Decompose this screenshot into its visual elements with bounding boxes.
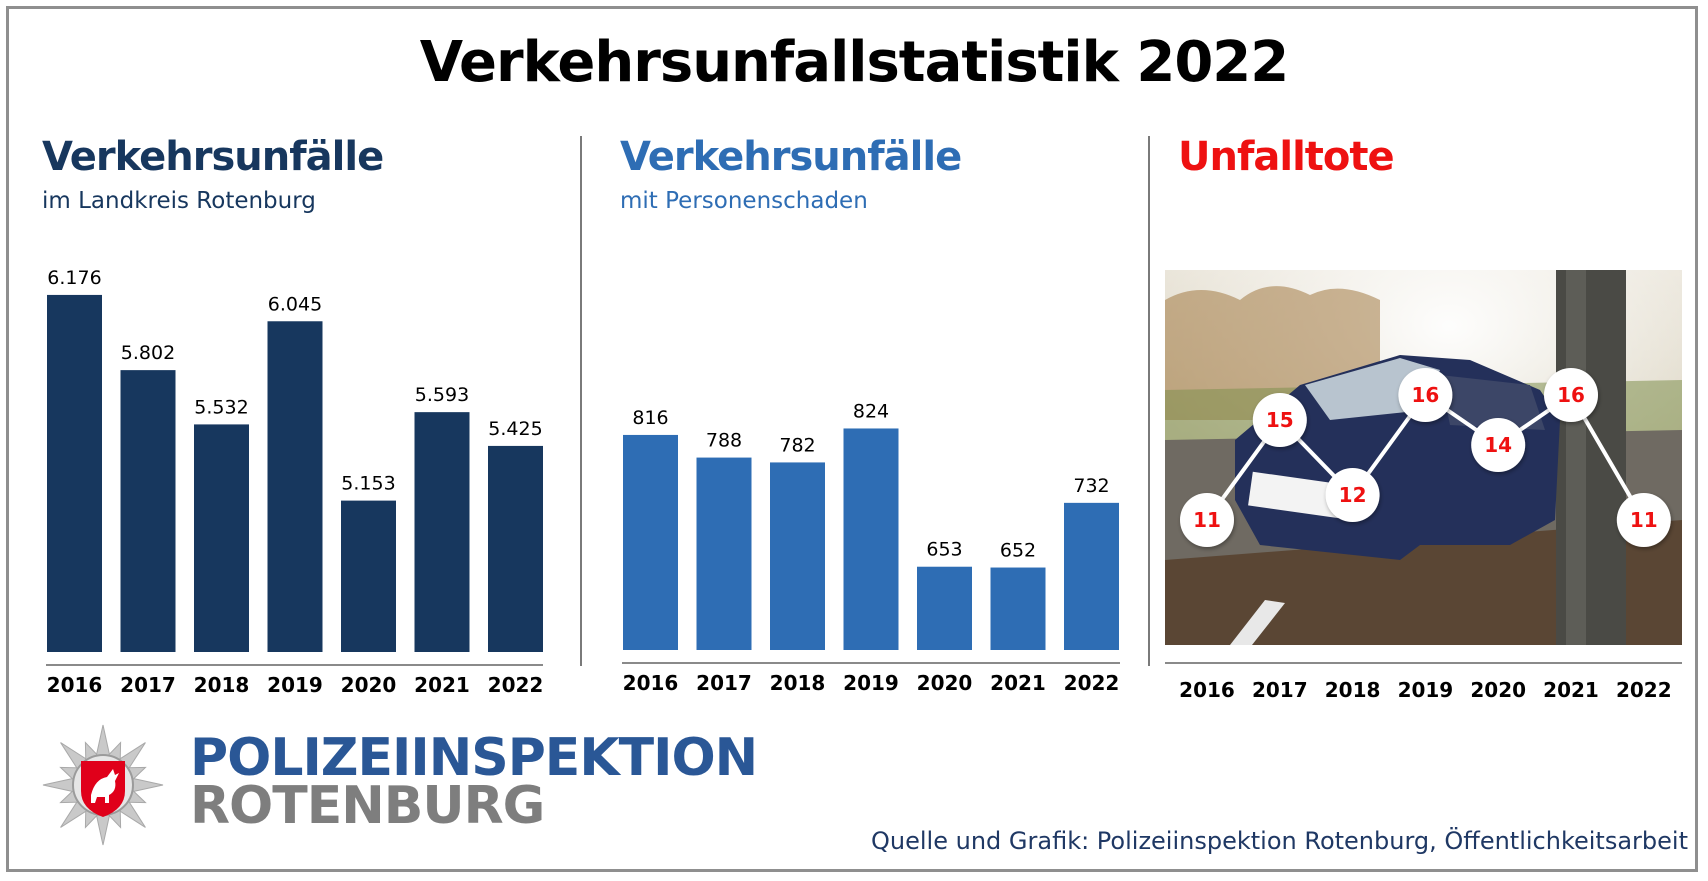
chart2-title: Verkehrsunfälle <box>620 134 962 180</box>
chart1-value-label: 5.532 <box>194 396 248 418</box>
chart2-value-label: 816 <box>632 407 668 429</box>
divider-right <box>1148 136 1150 666</box>
chart3-point-2018 <box>1325 468 1380 522</box>
chart2-value-label: 788 <box>706 430 742 452</box>
chart3-x-tick-label: 2017 <box>1252 678 1308 702</box>
chart1-x-tick-label: 2016 <box>47 673 103 697</box>
chart3-title: Unfalltote <box>1178 134 1395 180</box>
chart2-x-tick-label: 2020 <box>917 671 973 695</box>
chart2-x-tick-label: 2016 <box>623 671 679 695</box>
chart3-line: 11 2016 15 2017 12 2018 16 2019 14 2020 16 2021 11 20… <box>1165 368 1682 702</box>
chart3-x-tick-label: 2016 <box>1179 678 1235 702</box>
chart3-value-label: 16 <box>1411 383 1439 407</box>
chart1-value-label: 5.153 <box>341 473 395 495</box>
chart3-point-2020 <box>1471 418 1526 472</box>
chart3-point-2022 <box>1616 493 1671 547</box>
chart2-bar-2016 <box>623 434 678 650</box>
chart1-x-tick-label: 2020 <box>341 673 397 697</box>
chart2-bar-2018 <box>770 462 825 650</box>
chart3-point-2021 <box>1544 368 1598 422</box>
chart1-value-label: 5.425 <box>488 418 542 440</box>
chart2-bar-2022 <box>1064 502 1119 650</box>
chart2-bar-2017 <box>696 457 752 650</box>
chart1-bar-2022 <box>488 445 543 652</box>
chart2-value-label: 824 <box>853 400 889 422</box>
chart1-subtitle: im Landkreis Rotenburg <box>42 188 316 214</box>
chart1-title: Verkehrsunfälle <box>42 134 384 180</box>
chart2-x-tick-label: 2022 <box>1064 671 1120 695</box>
chart3-value-label: 15 <box>1266 408 1294 432</box>
chart1-x-tick-label: 2019 <box>267 673 323 697</box>
chart2-value-label: 653 <box>926 539 962 561</box>
chart1-bar-2020 <box>341 500 396 652</box>
chart2-bar-2019 <box>843 428 899 650</box>
chart2-subtitle: mit Personenschaden <box>620 188 868 214</box>
page-title: Verkehrsunfallstatistik 2022 <box>419 30 1289 95</box>
source-note: Quelle und Grafik: Polizeiinspektion Rot… <box>871 827 1688 855</box>
chart3-point-2017 <box>1252 393 1307 447</box>
chart1-value-label: 5.802 <box>121 342 175 364</box>
logo-text-polizeiinspektion: POLIZEIINSPEKTION <box>190 728 758 788</box>
chart2-bar-2020 <box>917 566 972 650</box>
chart1-x-tick-label: 2022 <box>488 673 544 697</box>
chart1-bar-2019 <box>267 321 323 652</box>
chart3-x-tick-label: 2019 <box>1398 678 1454 702</box>
chart1-value-label: 5.593 <box>415 384 469 406</box>
chart3-value-label: 11 <box>1193 508 1221 532</box>
chart3-point-2016 <box>1180 493 1234 547</box>
chart2-bars: 816 2016 788 2017 782 2018 824 2019 653 2020 652 20… <box>622 400 1120 695</box>
chart1-bar-2016 <box>47 294 102 652</box>
chart2-x-tick-label: 2019 <box>843 671 899 695</box>
chart3-value-label: 12 <box>1339 483 1367 507</box>
chart2-value-label: 732 <box>1073 475 1109 497</box>
chart3-point-2019 <box>1398 368 1453 422</box>
chart3-value-label: 14 <box>1484 433 1512 457</box>
chart3-x-tick-label: 2022 <box>1616 678 1672 702</box>
chart1-value-label: 6.176 <box>47 267 101 289</box>
chart2-x-tick-label: 2017 <box>696 671 752 695</box>
crash-photo <box>1165 270 1682 645</box>
chart1-bar-2021 <box>414 412 470 652</box>
chart3-x-tick-label: 2021 <box>1543 678 1599 702</box>
chart3-value-label: 16 <box>1557 383 1585 407</box>
chart1-bar-2017 <box>120 370 176 652</box>
chart3-value-label: 11 <box>1630 508 1658 532</box>
chart1-x-tick-label: 2021 <box>414 673 470 697</box>
chart1-value-label: 6.045 <box>268 293 322 315</box>
chart2-value-label: 652 <box>1000 540 1036 562</box>
logo-text-rotenburg: ROTENBURG <box>190 776 545 836</box>
chart2-bar-2021 <box>990 567 1046 650</box>
chart1-bar-2018 <box>194 424 249 652</box>
chart2-x-tick-label: 2021 <box>990 671 1046 695</box>
chart3-x-tick-label: 2020 <box>1470 678 1526 702</box>
chart1-x-tick-label: 2018 <box>194 673 250 697</box>
divider-left <box>580 136 582 666</box>
chart1-x-tick-label: 2017 <box>120 673 176 697</box>
chart3-x-tick-label: 2018 <box>1325 678 1381 702</box>
chart1-bars: 6.176 2016 5.802 2017 5.532 2018 6.045 2019 5.15… <box>46 267 543 697</box>
chart2-x-tick-label: 2018 <box>770 671 826 695</box>
police-star-icon <box>42 724 164 846</box>
chart2-value-label: 782 <box>779 434 815 456</box>
